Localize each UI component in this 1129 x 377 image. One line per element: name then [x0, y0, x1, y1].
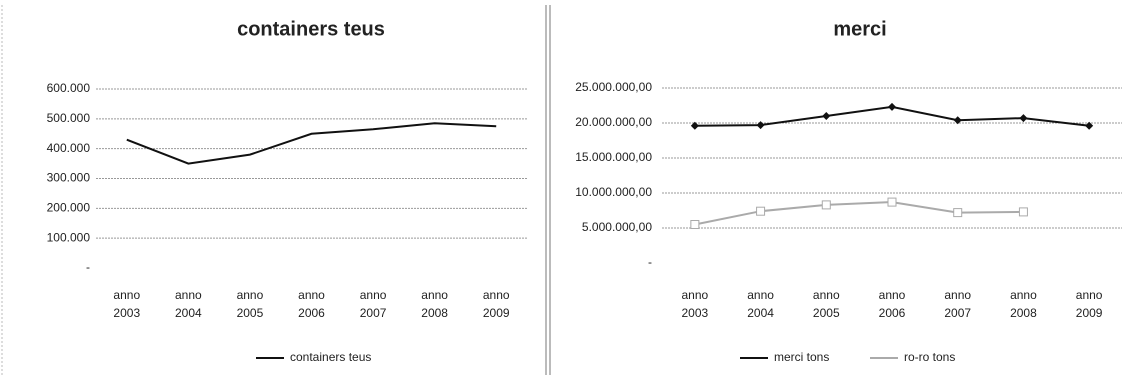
y-tick-label: 25.000.000,00 — [575, 80, 652, 94]
x-tick-label: anno 2003 — [113, 288, 140, 320]
x-tick-label: anno 2007 — [360, 288, 387, 320]
marker — [953, 116, 962, 125]
y-tick-label: 300.000 — [47, 171, 91, 185]
y-tick-label: 200.000 — [47, 201, 91, 215]
marker — [690, 121, 699, 130]
x-tick-label: anno 2005 — [237, 288, 264, 320]
marker — [953, 208, 963, 218]
y-tick-label: 100.000 — [47, 230, 91, 244]
y-tick-label: 400.000 — [47, 141, 91, 155]
x-tick-label: anno 2009 — [483, 288, 510, 320]
series-line — [694, 201, 1024, 226]
x-tick-label: anno 2006 — [298, 288, 325, 320]
y-tick-label: 20.000.000,00 — [575, 115, 652, 129]
chart-title: containers teus — [237, 18, 385, 40]
y-tick-label: 15.000.000,00 — [575, 150, 652, 164]
marker — [1018, 207, 1028, 217]
x-tick-label: anno 2006 — [879, 288, 906, 320]
x-tick-label: anno 2005 — [813, 288, 840, 320]
legend-label: containers teus — [290, 350, 371, 364]
marker — [756, 206, 766, 216]
x-tick-label: anno 2004 — [747, 288, 774, 320]
y-tick-label: 500.000 — [47, 111, 91, 125]
marker — [888, 102, 896, 111]
y-tick-label: 5.000.000,00 — [582, 220, 652, 234]
legend-label: ro-ro tons — [904, 350, 955, 364]
marker — [821, 200, 831, 210]
x-tick-label: anno 2003 — [682, 288, 709, 320]
x-tick-label: anno 2004 — [175, 288, 202, 320]
x-tick-label: anno 2008 — [421, 288, 448, 320]
series-line — [126, 122, 497, 165]
x-tick-label: anno 2009 — [1076, 288, 1103, 320]
y-tick-label: 600.000 — [47, 81, 91, 95]
x-tick-label: anno 2008 — [1010, 288, 1037, 320]
x-tick-label: anno 2007 — [944, 288, 971, 320]
y-tick-label: - — [86, 260, 90, 274]
marker — [822, 112, 831, 120]
marker — [690, 220, 700, 229]
marker — [1085, 121, 1094, 130]
legend-label: merci tons — [774, 350, 829, 364]
y-tick-label: - — [648, 255, 652, 269]
marker — [756, 121, 765, 130]
marker — [1019, 114, 1028, 123]
chart-title: merci — [833, 18, 886, 40]
marker — [887, 197, 897, 207]
y-tick-label: 10.000.000,00 — [575, 185, 652, 199]
